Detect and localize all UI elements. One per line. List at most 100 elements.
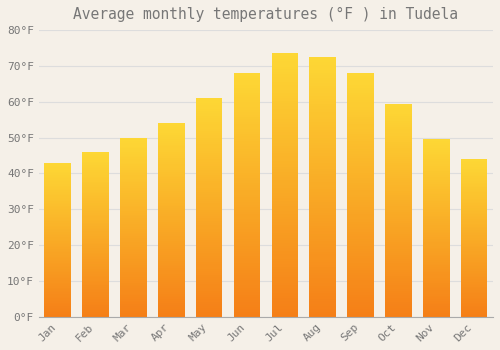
- Bar: [385, 104, 411, 106]
- Bar: [82, 310, 109, 312]
- Bar: [272, 151, 298, 153]
- Bar: [348, 268, 374, 271]
- Bar: [385, 272, 411, 274]
- Bar: [385, 120, 411, 123]
- Bar: [44, 204, 71, 206]
- Bar: [310, 127, 336, 130]
- Bar: [158, 197, 184, 199]
- Bar: [348, 117, 374, 119]
- Bar: [234, 100, 260, 102]
- Bar: [310, 312, 336, 314]
- Bar: [82, 201, 109, 203]
- Bar: [44, 263, 71, 264]
- Bar: [158, 142, 184, 145]
- Bar: [82, 279, 109, 281]
- Bar: [348, 119, 374, 122]
- Bar: [82, 284, 109, 286]
- Bar: [423, 288, 450, 290]
- Bar: [348, 263, 374, 266]
- Bar: [310, 218, 336, 220]
- Bar: [158, 214, 184, 216]
- Bar: [120, 313, 146, 315]
- Bar: [310, 106, 336, 109]
- Bar: [234, 226, 260, 229]
- Bar: [310, 138, 336, 140]
- Bar: [234, 195, 260, 197]
- Bar: [44, 172, 71, 174]
- Bar: [44, 251, 71, 252]
- Bar: [348, 251, 374, 253]
- Bar: [348, 292, 374, 295]
- Bar: [348, 166, 374, 168]
- Bar: [385, 278, 411, 281]
- Bar: [196, 118, 222, 120]
- Bar: [461, 244, 487, 246]
- Bar: [82, 243, 109, 244]
- Bar: [196, 231, 222, 234]
- Bar: [272, 101, 298, 103]
- Bar: [82, 280, 109, 282]
- Bar: [385, 165, 411, 168]
- Bar: [234, 127, 260, 129]
- Bar: [82, 286, 109, 287]
- Bar: [44, 201, 71, 203]
- Bar: [158, 203, 184, 204]
- Bar: [423, 312, 450, 313]
- Bar: [196, 196, 222, 199]
- Bar: [44, 192, 71, 194]
- Bar: [196, 107, 222, 109]
- Bar: [158, 170, 184, 172]
- Bar: [234, 215, 260, 217]
- Bar: [461, 260, 487, 261]
- Bar: [423, 175, 450, 177]
- Bar: [348, 112, 374, 114]
- Bar: [423, 237, 450, 239]
- Bar: [82, 282, 109, 284]
- Bar: [272, 303, 298, 306]
- Bar: [120, 186, 146, 188]
- Bar: [272, 146, 298, 148]
- Bar: [348, 173, 374, 175]
- Bar: [461, 295, 487, 296]
- Bar: [423, 242, 450, 244]
- Bar: [82, 198, 109, 200]
- Bar: [158, 259, 184, 261]
- Bar: [158, 236, 184, 237]
- Bar: [120, 177, 146, 179]
- Bar: [196, 166, 222, 168]
- Bar: [272, 198, 298, 201]
- Bar: [158, 179, 184, 181]
- Bar: [385, 146, 411, 148]
- Bar: [348, 105, 374, 107]
- Bar: [120, 143, 146, 145]
- Bar: [196, 150, 222, 153]
- Bar: [385, 266, 411, 268]
- Bar: [120, 198, 146, 200]
- Bar: [120, 184, 146, 186]
- Bar: [196, 269, 222, 271]
- Bar: [82, 277, 109, 279]
- Bar: [196, 203, 222, 205]
- Bar: [385, 197, 411, 199]
- Bar: [158, 133, 184, 135]
- Bar: [234, 309, 260, 312]
- Bar: [82, 165, 109, 167]
- Bar: [120, 197, 146, 198]
- Bar: [272, 296, 298, 298]
- Bar: [385, 276, 411, 278]
- Bar: [158, 222, 184, 224]
- Bar: [196, 142, 222, 144]
- Bar: [310, 260, 336, 262]
- Bar: [385, 157, 411, 159]
- Bar: [348, 231, 374, 234]
- Bar: [310, 112, 336, 114]
- Bar: [461, 167, 487, 169]
- Bar: [272, 172, 298, 175]
- Bar: [196, 290, 222, 293]
- Bar: [120, 247, 146, 249]
- Bar: [310, 241, 336, 244]
- Bar: [423, 182, 450, 184]
- Bar: [234, 117, 260, 119]
- Bar: [158, 307, 184, 309]
- Bar: [348, 283, 374, 285]
